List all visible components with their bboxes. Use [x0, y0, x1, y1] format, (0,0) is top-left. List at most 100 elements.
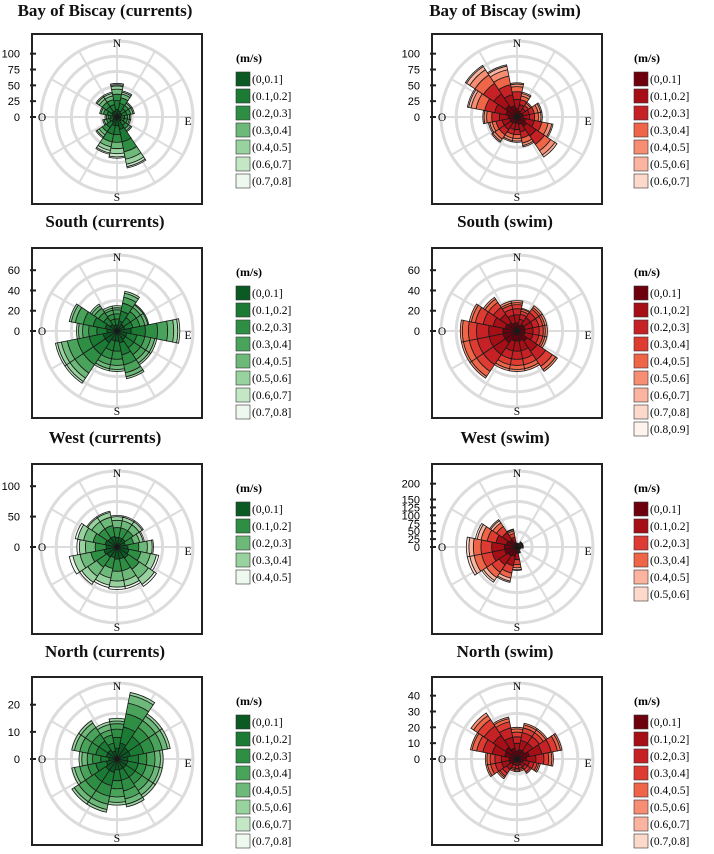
legend-label: (0,0.1] [252, 717, 283, 729]
rose-panel: Bay of Biscay (swim)NSEO0255075100(m/s)(… [402, 1, 690, 204]
rose-wedge [129, 114, 131, 119]
legend: (m/s)(0,0.1](0.1,0.2](0.2,0.3](0.3,0.4](… [634, 51, 689, 188]
legend-label: (0.4,0.5] [650, 572, 689, 584]
compass-south: S [114, 622, 120, 634]
compass-east: E [184, 116, 191, 128]
legend-label: (0.3,0.4] [650, 125, 689, 137]
legend-swatch [634, 834, 648, 848]
legend-swatch [634, 783, 648, 797]
legend-label: (0.3,0.4] [650, 768, 689, 780]
axis-tick-label: 50 [408, 80, 420, 92]
rose-wedge [112, 89, 123, 95]
rose-wedge [79, 752, 82, 767]
legend-title: (m/s) [236, 481, 262, 495]
legend: (m/s)(0,0.1](0.1,0.2](0.2,0.3](0.3,0.4](… [634, 481, 689, 601]
compass-north: N [113, 38, 122, 50]
compass-west: O [38, 754, 46, 766]
axis-tick-label: 25 [408, 96, 420, 108]
legend-title: (m/s) [634, 694, 660, 708]
legend-swatch [634, 800, 648, 814]
rose-wedge [109, 580, 125, 587]
compass-south: S [114, 406, 120, 418]
rose-wedge [160, 750, 164, 768]
rose-wedge [509, 369, 525, 372]
legend-swatch [236, 388, 250, 402]
rose-wedge [110, 788, 125, 797]
axis-tick-label: 0 [14, 754, 20, 766]
legend-swatch [634, 519, 648, 533]
axis-tick-label: 0 [414, 754, 420, 766]
legend-label: (0.6,0.7] [650, 819, 689, 831]
legend-label: (0.4,0.5] [650, 356, 689, 368]
legend-swatch [634, 371, 648, 385]
legend-label: (0.3,0.4] [252, 339, 291, 351]
compass-east: E [584, 758, 591, 770]
compass-south: S [514, 833, 520, 845]
legend-swatch [236, 320, 250, 334]
legend-swatch [634, 553, 648, 567]
legend-label: (0.5,0.6] [252, 373, 291, 385]
axis-tick-label: 60 [408, 265, 420, 277]
rose-wedge [111, 142, 123, 149]
rose-wedge [485, 753, 487, 765]
compass-north: N [513, 681, 522, 693]
panel-title: South (currents) [45, 212, 164, 231]
legend-swatch [634, 337, 648, 351]
legend-swatch [634, 715, 648, 729]
legend-swatch [236, 817, 250, 831]
axis-tick-label: 100 [2, 49, 20, 61]
compass-south: S [114, 833, 120, 845]
legend-title: (m/s) [634, 481, 660, 495]
legend: (m/s)(0,0.1](0.1,0.2](0.2,0.3](0.3,0.4](… [236, 51, 291, 188]
compass-north: N [513, 468, 522, 480]
legend-label: (0.1,0.2] [650, 521, 689, 533]
legend-swatch [236, 502, 250, 516]
rose-wedge [490, 754, 495, 765]
rose-panel: South (swim)NSEO0204060(m/s)(0,0.1](0.1,… [408, 212, 690, 436]
rose-wedge [157, 321, 168, 341]
legend-swatch [236, 766, 250, 780]
legend-swatch [236, 371, 250, 385]
legend: (m/s)(0,0.1](0.1,0.2](0.2,0.3](0.3,0.4](… [634, 265, 689, 436]
legend-swatch [236, 405, 250, 419]
legend-label: (0,0.1] [650, 74, 681, 86]
legend-swatch [634, 405, 648, 419]
compass-west: O [438, 326, 446, 338]
rose-wedge [111, 729, 123, 738]
axis-tick-label: 150 [402, 495, 420, 507]
legend-label: (0.2,0.3] [650, 538, 689, 550]
legend-label: (0.1,0.2] [252, 521, 291, 533]
legend-label: (0,0.1] [252, 288, 283, 300]
panel-title: North (swim) [457, 642, 554, 661]
rose-wedge [113, 310, 121, 314]
rose-wedge [511, 301, 523, 304]
legend-swatch [634, 89, 648, 103]
rose-wedge [512, 141, 522, 143]
legend-label: (0.2,0.3] [650, 322, 689, 334]
legend-swatch [236, 749, 250, 763]
legend-label: (0.1,0.2] [252, 734, 291, 746]
rose-wedge [167, 320, 174, 342]
axis-tick-label: 0 [414, 326, 420, 338]
legend-swatch [634, 536, 648, 550]
rose-wedge [541, 112, 543, 122]
legend-swatch [236, 106, 250, 120]
legend-swatch [634, 587, 648, 601]
legend-label: (0.1,0.2] [650, 734, 689, 746]
legend-label: (0.7,0.8] [650, 836, 689, 848]
legend-label: (0.7,0.8] [252, 176, 291, 188]
rose-wedge [83, 324, 90, 337]
rose-wedge [510, 83, 523, 85]
legend-label: (0.5,0.6] [252, 802, 291, 814]
rose-wedge [147, 540, 152, 554]
compass-north: N [113, 681, 122, 693]
rose-panel: West (swim)NSEO0255075100125150200(m/s)(… [402, 428, 690, 634]
rose-wedge [154, 751, 160, 768]
legend-swatch [236, 570, 250, 584]
rose-wedge [510, 359, 523, 366]
legend-title: (m/s) [634, 51, 660, 65]
axis-tick-label: 20 [8, 306, 20, 318]
axis-tick-label: 40 [408, 691, 420, 703]
rose-wedge [511, 727, 523, 729]
compass-west: O [38, 326, 46, 338]
